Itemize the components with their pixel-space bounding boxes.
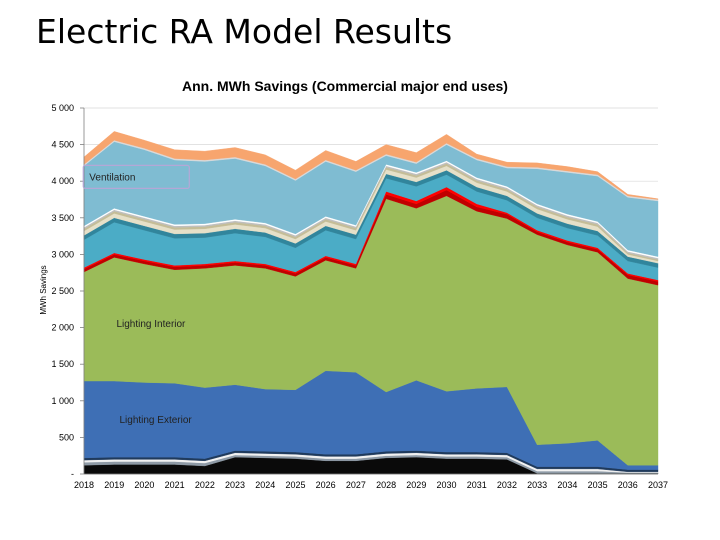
annotation-box-ventilation <box>82 164 190 189</box>
x-tick-label: 2024 <box>255 480 275 490</box>
y-tick-labels: - 500 1 000 1 500 2 000 2 500 3 000 3 500 4 000 4… <box>51 103 74 479</box>
annotations: Ventilation Lighting Interior Lighting Ext… <box>82 164 192 426</box>
annotation-ventilation: Ventilation <box>89 172 135 183</box>
x-tick-label: 2028 <box>376 480 396 490</box>
x-tick-label: 2032 <box>497 480 517 490</box>
x-tick-labels: 2018 2019 2020 2021 2022 2023 2024 2025 2026 2027… <box>74 480 668 490</box>
x-tick-label: 2030 <box>437 480 457 490</box>
x-tick-label: 2021 <box>165 480 185 490</box>
x-tick-label: 2018 <box>74 480 94 490</box>
x-tick-label: 2023 <box>225 480 245 490</box>
y-tick-label: 4 500 <box>51 140 74 150</box>
y-tick-label: 2 000 <box>51 323 74 333</box>
y-tick-label: 5 000 <box>51 103 74 113</box>
x-tick-label: 2027 <box>346 480 366 490</box>
x-tick-label: 2037 <box>648 480 668 490</box>
y-tick-label: 3 000 <box>51 249 74 259</box>
x-tick-label: 2022 <box>195 480 215 490</box>
y-tick-label: 4 000 <box>51 176 74 186</box>
x-tick-label: 2035 <box>588 480 608 490</box>
chart-title: Ann. MWh Savings (Commercial major end u… <box>182 78 508 94</box>
x-tick-label: 2036 <box>618 480 638 490</box>
annotation-lighting-exterior: Lighting Exterior <box>119 415 192 426</box>
x-tick-label: 2034 <box>557 480 577 490</box>
x-tick-label: 2029 <box>406 480 426 490</box>
x-tick-label: 2019 <box>104 480 124 490</box>
y-tick-label: 3 500 <box>51 213 74 223</box>
y-axis-label: MWh Savings <box>39 265 48 314</box>
annotation-lighting-interior: Lighting Interior <box>116 319 186 330</box>
y-tick-label: 1 500 <box>51 359 74 369</box>
x-tick-label: 2026 <box>316 480 336 490</box>
y-tick-label: 1 000 <box>51 396 74 406</box>
series-areas <box>83 131 659 475</box>
x-tick-label: 2020 <box>134 480 154 490</box>
y-tick-label: - <box>71 469 74 479</box>
y-tick-label: 2 500 <box>51 286 74 296</box>
x-tick-label: 2025 <box>285 480 305 490</box>
y-tick-label: 500 <box>59 432 74 442</box>
axes <box>80 107 658 475</box>
series-area-band-17 <box>83 131 659 200</box>
x-tick-label: 2031 <box>467 480 487 490</box>
slide-title: Electric RA Model Results <box>36 12 453 51</box>
x-tick-label: 2033 <box>527 480 547 490</box>
